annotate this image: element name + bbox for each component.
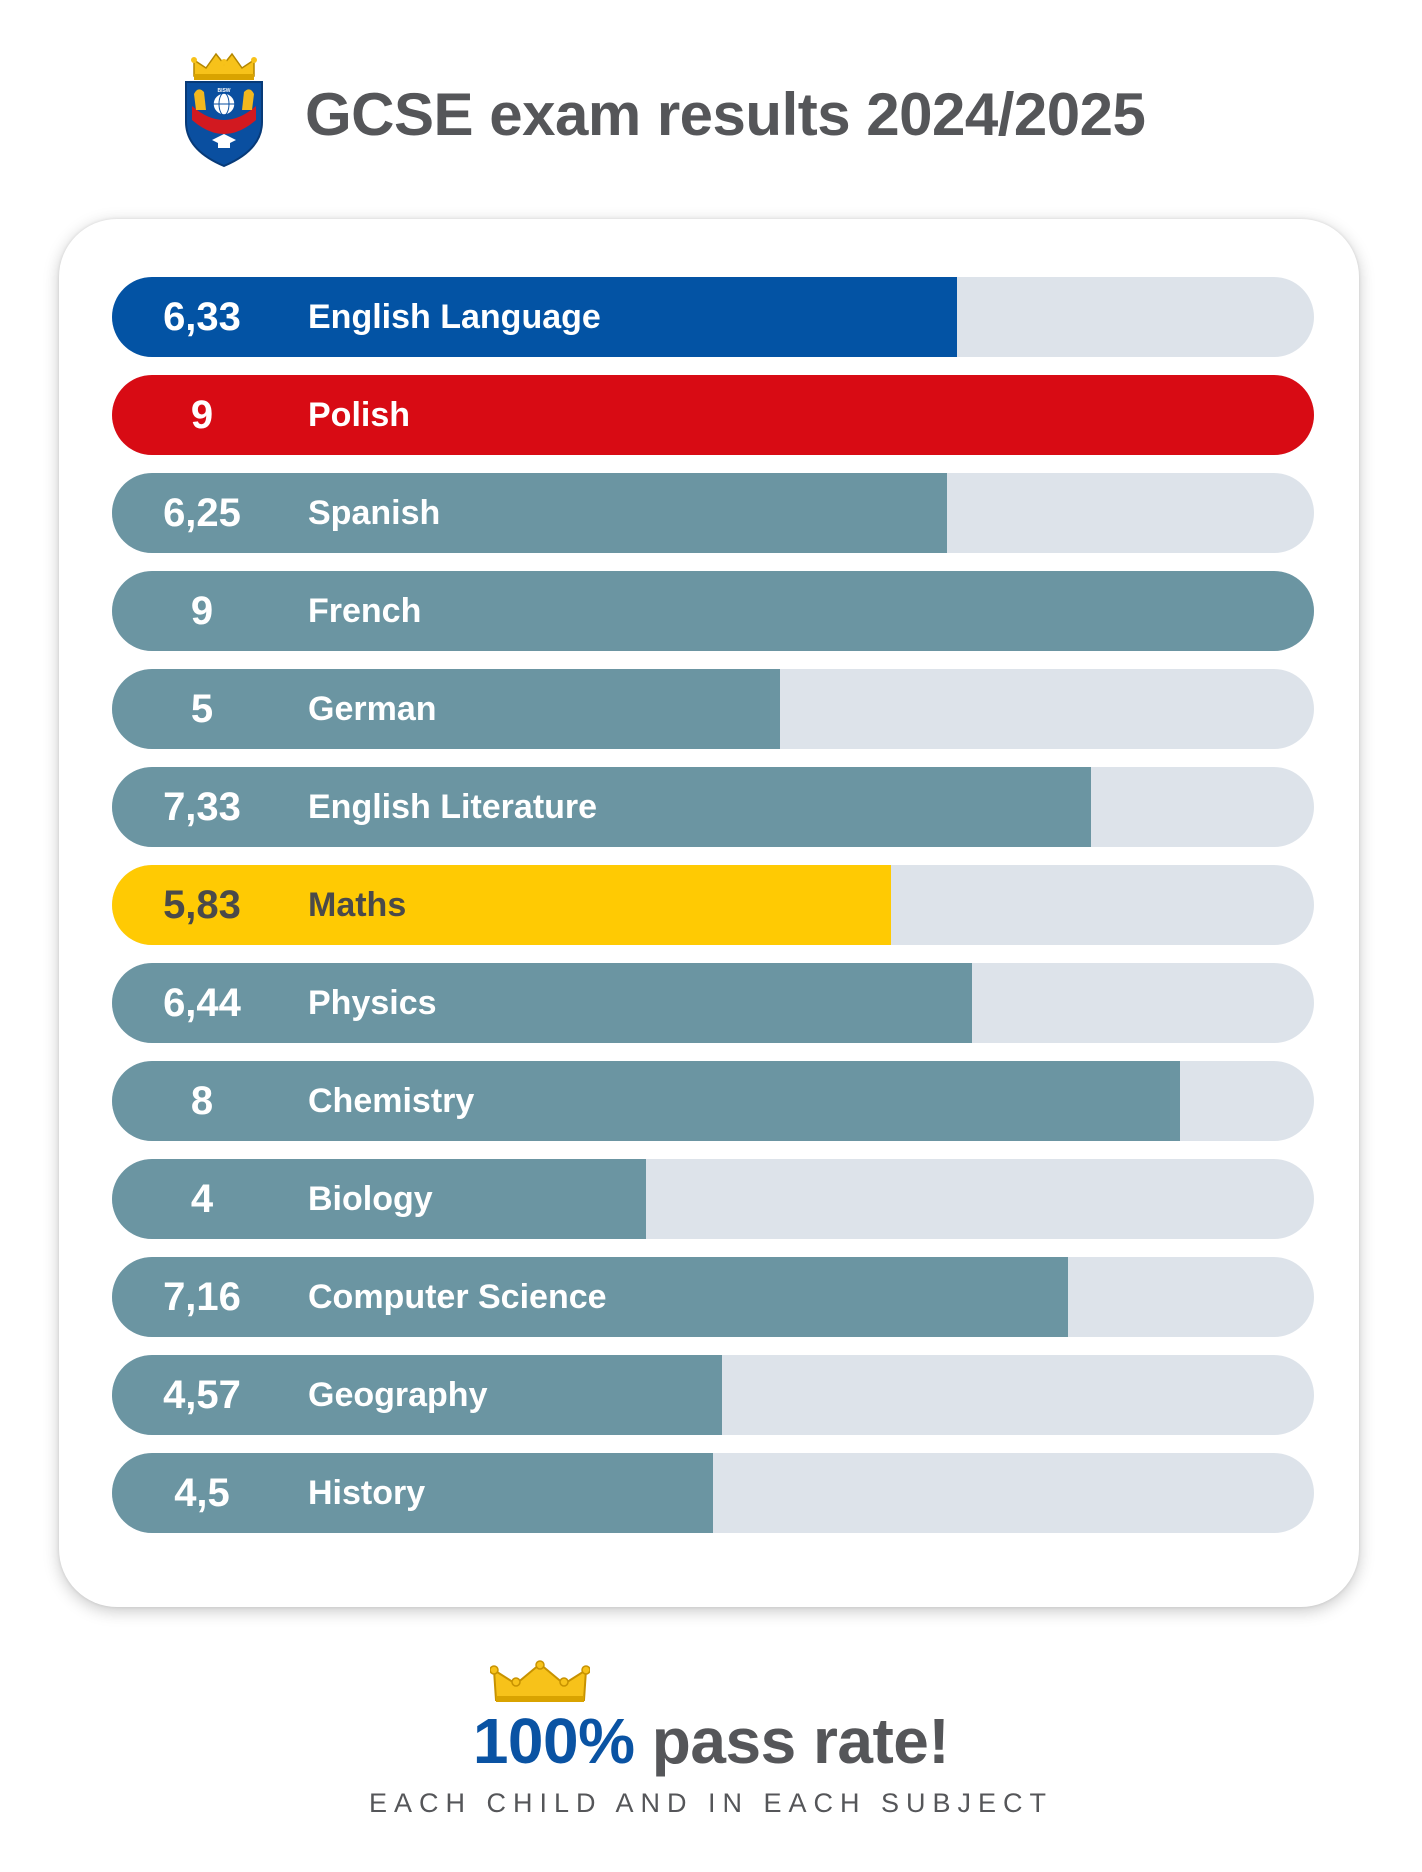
bar-category-label: Spanish xyxy=(308,494,441,532)
bar-value-label: 4,5 xyxy=(174,1471,230,1515)
bar-category-label: Physics xyxy=(308,984,437,1022)
pass-rate-subtitle: EACH CHILD AND IN EACH SUBJECT xyxy=(368,1788,1054,1818)
page-header: BISW GCSE exam results 2024/2025 xyxy=(0,50,1422,180)
bar-value-label: 7,33 xyxy=(163,785,241,829)
bar-row: 9 Polish xyxy=(112,375,1314,455)
bar-row: 8 Chemistry xyxy=(112,1061,1314,1141)
results-card: 6,33 English Language 9 Polish 6,25 Spanish 9 F… xyxy=(59,219,1359,1607)
bar-row: 7,16 Computer Science xyxy=(112,1257,1314,1337)
bar-value-label: 4 xyxy=(190,1177,214,1221)
pass-rate-footer: 100% pass rate! EACH CHILD AND IN EACH S… xyxy=(0,1660,1422,1820)
page-title: GCSE exam results 2024/2025 xyxy=(305,81,1146,148)
bar-value-label: 9 xyxy=(190,393,214,437)
bar-row: 4 Biology xyxy=(112,1159,1314,1239)
bar-row: 6,33 English Language xyxy=(112,277,1314,357)
bar-fill xyxy=(112,1061,1180,1141)
bar-value-label: 8 xyxy=(190,1079,214,1123)
bar-fill xyxy=(112,277,957,357)
bar-row: 5,83 Maths xyxy=(112,865,1314,945)
bar-fill xyxy=(112,1159,646,1239)
bar-category-label: Geography xyxy=(308,1376,488,1414)
pass-rate-text: pass rate! xyxy=(634,1705,950,1777)
bar-fill xyxy=(112,375,1314,455)
bar-category-label: Computer Science xyxy=(308,1278,607,1316)
bar-category-label: English Language xyxy=(308,298,601,336)
bar-fill xyxy=(112,473,947,553)
bar-value-label: 6,33 xyxy=(163,295,241,339)
bar-row: 9 French xyxy=(112,571,1314,651)
pass-rate-headline: 100% pass rate! xyxy=(0,1704,1422,1778)
bar-fill xyxy=(112,963,972,1043)
bar-row: 7,33 English Literature xyxy=(112,767,1314,847)
bar-category-label: French xyxy=(308,592,422,630)
bar-fill xyxy=(112,1257,1068,1337)
crown-icon xyxy=(490,1660,590,1702)
bar-fill xyxy=(112,865,891,945)
bar-category-label: History xyxy=(308,1474,426,1512)
bar-category-label: Chemistry xyxy=(308,1082,475,1120)
bar-category-label: German xyxy=(308,690,437,728)
bar-fill xyxy=(112,669,780,749)
bar-category-label: Maths xyxy=(308,886,407,924)
bar-value-label: 5 xyxy=(190,687,214,731)
school-crest-icon: BISW xyxy=(185,52,263,168)
bar-fill xyxy=(112,571,1314,651)
bar-category-label: English Literature xyxy=(308,788,598,826)
pass-rate-percent: 100% xyxy=(472,1705,635,1777)
bar-fill xyxy=(112,1453,713,1533)
bar-value-label: 6,44 xyxy=(163,981,241,1025)
bar-row: 6,25 Spanish xyxy=(112,473,1314,553)
bar-fill xyxy=(112,1355,722,1435)
bar-value-label: 9 xyxy=(190,589,214,633)
bar-row: 4,5 History xyxy=(112,1453,1314,1533)
bar-category-label: Polish xyxy=(308,396,411,434)
bar-row: 6,44 Physics xyxy=(112,963,1314,1043)
bar-row: 4,57 Geography xyxy=(112,1355,1314,1435)
bar-category-label: Biology xyxy=(308,1180,433,1218)
svg-text:BISW: BISW xyxy=(217,88,230,94)
bar-row: 5 German xyxy=(112,669,1314,749)
bar-fill xyxy=(112,767,1091,847)
bar-value-label: 5,83 xyxy=(163,883,241,927)
bar-value-label: 7,16 xyxy=(163,1275,241,1319)
bar-value-label: 6,25 xyxy=(163,491,241,535)
bar-value-label: 4,57 xyxy=(163,1373,241,1417)
